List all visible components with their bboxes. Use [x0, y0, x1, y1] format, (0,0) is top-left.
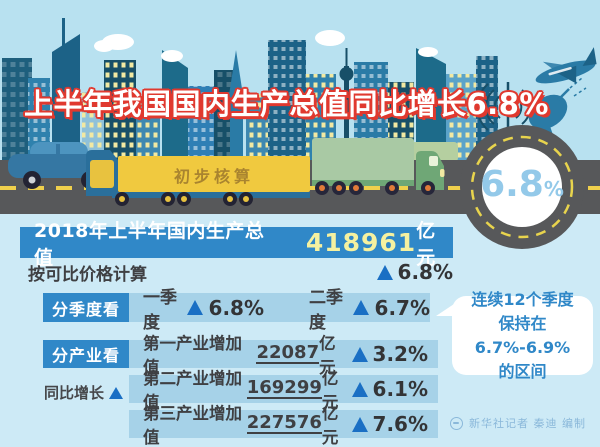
industry-name: 第二产业增加值 [143, 369, 242, 412]
industry-growth: 7.6% [351, 412, 428, 436]
comparable-price-row: 按可比价格计算 6.8% [28, 259, 453, 285]
industry-growth-value: 3.2% [372, 342, 428, 366]
quarter-item: 一季度 6.8% [143, 283, 264, 333]
xinhua-logo-icon [450, 416, 463, 430]
headline: 上半年我国国内生产总值同比增长6.8% [24, 87, 549, 121]
increase-triangle-icon [109, 386, 124, 399]
quarter-growth: 6.7% [374, 295, 430, 320]
growth-badge-percent: % [543, 177, 564, 201]
gdp-banner-title: 2018年上半年国内生产总值 [34, 219, 265, 269]
growth-badge: 6.8% [462, 164, 582, 205]
green-truck-icon [312, 138, 445, 195]
industry-unit: 亿元 [321, 404, 339, 447]
industry-growth-value: 6.1% [372, 377, 428, 401]
gdp-value: 418961 [305, 228, 417, 257]
industry-growth-value: 7.6% [372, 412, 428, 436]
quarters-label: 分季度看 [43, 293, 129, 322]
industry-row: 第二产业增加值 169299 亿元 6.1% [129, 369, 438, 412]
increase-triangle-icon [376, 264, 393, 280]
airplane-icon [535, 47, 597, 84]
industry-growth: 3.2% [351, 342, 428, 366]
industries-label: 分产业看 [43, 340, 129, 368]
comparable-price-note: 按可比价格计算 [28, 264, 147, 285]
quarter-item: 二季度 6.7% [309, 283, 430, 333]
increase-triangle-icon [351, 346, 368, 362]
bubble-line: 的区间 [498, 361, 547, 381]
increase-triangle-icon [186, 300, 203, 315]
industry-name: 第三产业增加值 [143, 404, 242, 447]
growth-badge-value: 6.8 [480, 164, 544, 205]
truck-icon [86, 150, 310, 206]
quarter-name: 二季度 [309, 287, 343, 333]
clouds [94, 30, 438, 62]
bubble-line: 连续12个季度 [471, 289, 574, 309]
industry-row: 第一产业增加值 22087 亿元 3.2% [129, 334, 438, 377]
industry-row: 第三产业增加值 227576 亿元 7.6% [129, 404, 438, 447]
industry-value: 22087 [256, 342, 320, 364]
gdp-unit: 亿元 [416, 219, 436, 269]
truck-trailer-label: 初步核算 [173, 167, 254, 186]
increase-triangle-icon [351, 381, 368, 397]
roundabout-badge [460, 125, 584, 249]
overall-growth: 6.8% [376, 260, 453, 284]
industry-unit: 亿元 [321, 369, 339, 412]
overall-growth-value: 6.8% [397, 260, 453, 284]
quarter-name: 一季度 [143, 287, 177, 333]
quarters-row: 分季度看 一季度 6.8% 二季度 6.7% [43, 288, 430, 333]
quarter-growth: 6.8% [208, 295, 264, 320]
quarters-items: 一季度 6.8% 二季度 6.7% [143, 288, 430, 333]
annotation-bubble: 连续12个季度 保持在6.7%-6.9% 的区间 [436, 290, 593, 381]
gdp-banner: 2018年上半年国内生产总值 418961 亿元 [20, 220, 453, 269]
industry-name: 第一产业增加值 [143, 334, 242, 377]
credit-text: 新华社记者 秦迪 编制 [469, 417, 586, 430]
industry-value: 227576 [246, 412, 322, 434]
bubble-tail [436, 300, 460, 316]
yoy-label-text: 同比增长 [44, 384, 105, 402]
yoy-label: 同比增长 [44, 382, 124, 403]
credit-line: 新华社记者 秦迪 编制 [450, 415, 596, 431]
industry-growth: 6.1% [351, 377, 428, 401]
bubble-line: 保持在6.7%-6.9% [474, 313, 571, 357]
increase-triangle-icon [352, 300, 369, 315]
industry-unit: 亿元 [319, 334, 336, 377]
industry-value: 169299 [246, 377, 322, 399]
increase-triangle-icon [351, 416, 368, 432]
